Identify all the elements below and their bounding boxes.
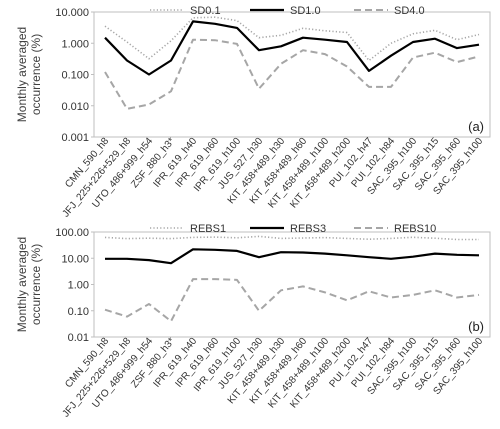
y-tick-label: 10.00 <box>61 253 89 265</box>
series-line-sd4-0 <box>104 38 480 110</box>
y-tick-label: 100.00 <box>55 227 89 239</box>
legend-label: SD4.0 <box>394 5 425 17</box>
series-line-sd1-0 <box>104 20 480 76</box>
panel-a: 0.001 0.010 0.100 1.000 10.000 Monthly averag… <box>15 5 491 220</box>
plot-frame <box>93 231 491 338</box>
legend-label: REBS1 <box>190 223 226 235</box>
y-tick-label: 1.000 <box>61 38 89 50</box>
y-axis-label-line: occurrence (%) <box>29 244 43 325</box>
series-line-rebs1 <box>104 235 479 241</box>
y-axis-label-line: occurrence (%) <box>29 34 43 115</box>
series-line-rebs10 <box>104 278 480 323</box>
series-line-sd0-1 <box>104 16 480 62</box>
panel-b: 0.01 0.10 1.00 10.00 100.00 Monthly averagedo… <box>15 223 491 420</box>
y-tick-label: 0.100 <box>61 70 89 82</box>
panel-label: (b) <box>468 319 484 334</box>
legend-label: SD1.0 <box>290 5 321 17</box>
panel-label: (a) <box>468 119 484 134</box>
y-tick-label: 1.00 <box>68 280 89 292</box>
legend-label: SD0.1 <box>190 5 221 17</box>
legend-label: REBS10 <box>394 223 436 235</box>
series-line-rebs3 <box>105 248 480 265</box>
y-axis-label-line: Monthly averaged <box>15 237 29 332</box>
y-axis-label: Monthly averagedoccurrence (%) <box>15 27 43 122</box>
y-tick-label: 0.01 <box>68 332 89 344</box>
y-tick-label: 10.000 <box>55 7 89 19</box>
y-axis-label-line: Monthly averaged <box>15 27 29 122</box>
legend-label: REBS3 <box>290 223 326 235</box>
y-tick-label: 0.010 <box>61 101 89 113</box>
y-tick-label: 0.001 <box>61 132 89 144</box>
y-axis-label: Monthly averagedoccurrence (%) <box>15 237 43 332</box>
y-tick-label: 0.10 <box>68 306 89 318</box>
